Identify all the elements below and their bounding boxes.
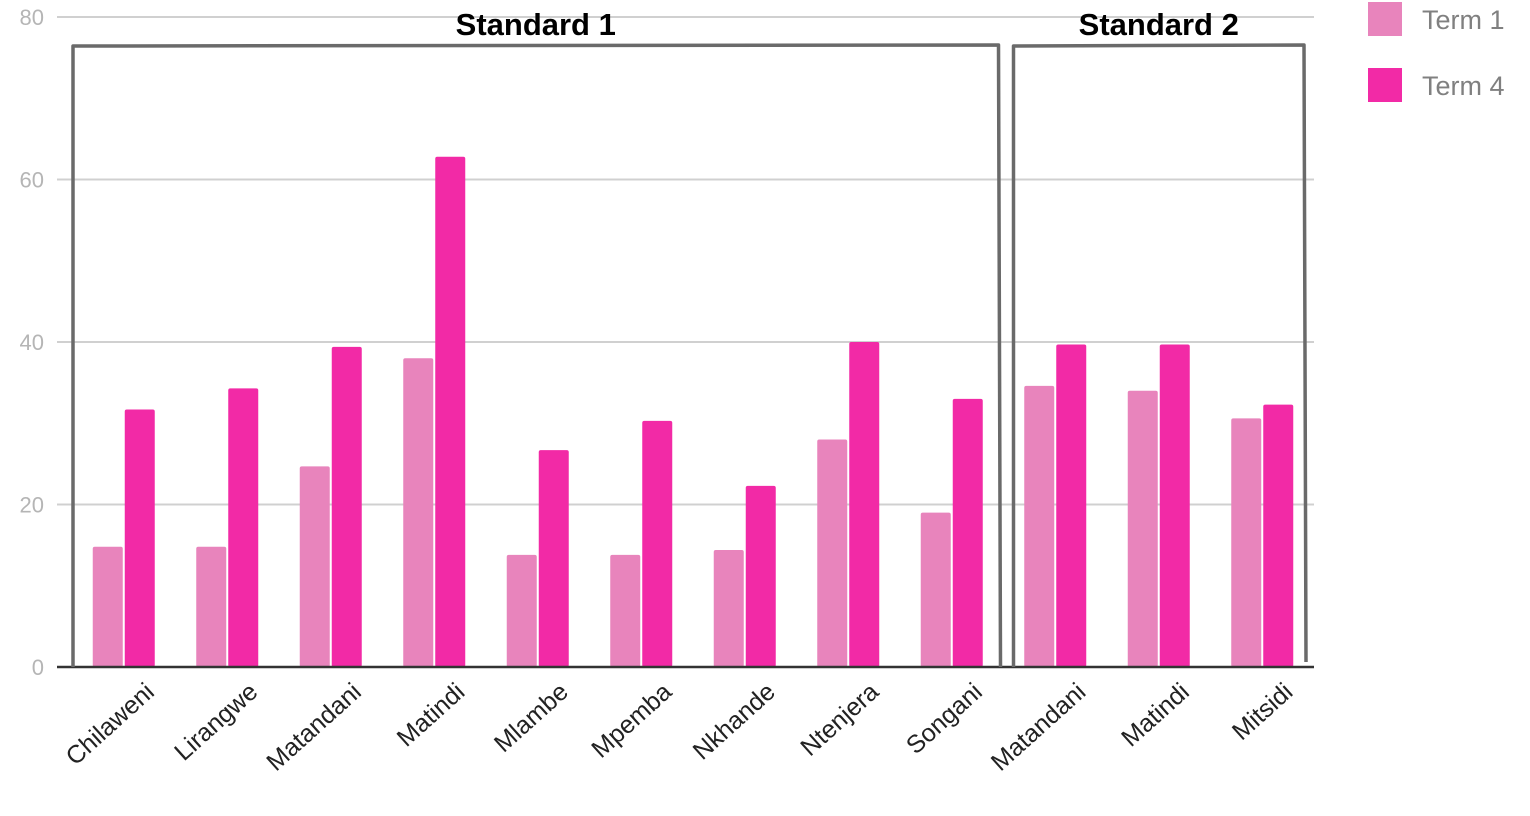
bar-term-1 — [920, 512, 951, 667]
bar-term-1 — [403, 358, 434, 667]
y-tick-label: 60 — [20, 168, 44, 193]
group-brackets: Standard 1 Standard 2 — [71, 7, 1308, 668]
bar-term-4 — [124, 409, 155, 667]
group-bracket — [71, 43, 1003, 668]
legend: Term 1 Term 4 — [1368, 2, 1505, 102]
bar-term-4 — [538, 450, 569, 667]
bar-term-1 — [196, 546, 227, 667]
x-tick-label: Lirangwe — [169, 678, 263, 767]
bar-term-1 — [713, 550, 744, 667]
bar-term-4 — [952, 398, 983, 667]
bar-term-4 — [849, 342, 880, 667]
x-tick-label: Matandani — [261, 678, 366, 777]
x-tick-label: Nkhande — [688, 678, 781, 766]
group-bracket — [1011, 43, 1308, 667]
y-tick-label: 40 — [20, 330, 44, 355]
y-axis-ticks: 0 20 40 60 80 — [20, 5, 44, 680]
bar-term-1 — [299, 466, 330, 667]
group-label: Standard 2 — [1079, 7, 1239, 42]
legend-label: Term 1 — [1422, 5, 1505, 35]
bar-term-4 — [745, 485, 776, 667]
x-tick-label: Chilaweni — [60, 678, 159, 771]
x-tick-label: Matindi — [1116, 678, 1195, 753]
gridlines — [57, 16, 1314, 506]
bar-term-1 — [506, 554, 537, 667]
x-tick-label: Ntenjera — [795, 678, 884, 762]
x-tick-label: Matindi — [392, 678, 471, 753]
bar-term-1 — [610, 554, 641, 667]
bar-term-4 — [1159, 344, 1190, 667]
bar-term-4 — [331, 346, 362, 667]
bars — [92, 156, 1294, 667]
x-tick-label: Matandani — [986, 678, 1091, 777]
y-tick-label: 20 — [20, 493, 44, 518]
bar-term-1 — [1127, 390, 1158, 667]
bar-term-4 — [642, 420, 673, 667]
x-tick-label: Mpemba — [586, 678, 677, 764]
legend-swatch — [1368, 68, 1402, 102]
y-tick-label: 0 — [32, 655, 44, 680]
x-tick-label: Mitsidi — [1227, 678, 1298, 746]
bar-term-4 — [1056, 344, 1087, 667]
bar-term-4 — [435, 156, 466, 667]
legend-label: Term 4 — [1422, 71, 1505, 101]
x-tick-label: Songani — [901, 678, 988, 760]
bar-term-1 — [1024, 385, 1055, 667]
group-label: Standard 1 — [456, 7, 616, 42]
y-tick-label: 80 — [20, 5, 44, 30]
bar-term-4 — [1263, 404, 1294, 667]
bar-term-1 — [92, 546, 123, 667]
legend-swatch — [1368, 2, 1402, 36]
x-tick-label: Mlambe — [489, 678, 574, 758]
bar-term-4 — [228, 388, 259, 667]
bar-term-1 — [1231, 418, 1262, 667]
bar-term-1 — [817, 439, 848, 667]
